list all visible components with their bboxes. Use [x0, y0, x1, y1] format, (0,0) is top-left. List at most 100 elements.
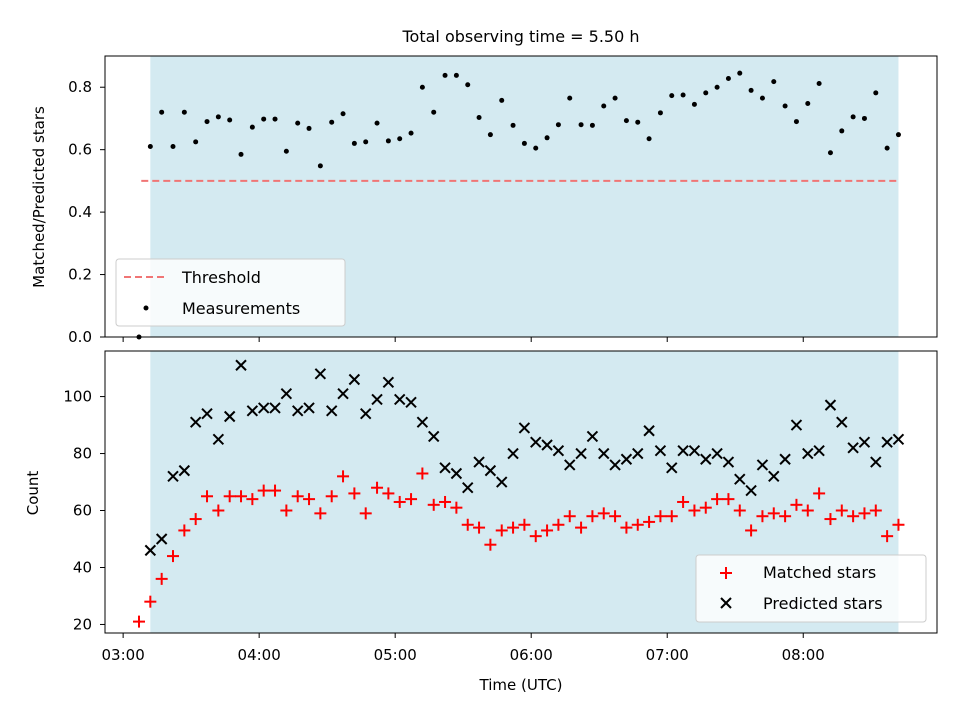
matched-star-point: [654, 510, 667, 523]
measurement-point: [238, 151, 244, 157]
matched-star-point: [393, 495, 406, 508]
matched-star-point: [609, 510, 622, 523]
predicted-star-point: [666, 462, 678, 474]
legend-threshold-label: Threshold: [181, 268, 261, 287]
matched-star-point: [665, 510, 678, 523]
matched-star-point: [382, 487, 395, 500]
matched-star-point: [858, 507, 871, 520]
matched-stars-series: [133, 467, 905, 628]
matched-star-point: [756, 510, 769, 523]
measurement-point: [635, 119, 641, 125]
matched-star-point: [518, 518, 531, 531]
matched-star-point: [314, 507, 327, 520]
predicted-star-point: [530, 436, 542, 448]
matched-star-point: [688, 504, 701, 517]
bottom-y-tick-label: 60: [73, 502, 92, 520]
measurement-point: [782, 103, 788, 109]
measurement-point: [419, 84, 425, 90]
measurement-point: [306, 125, 312, 131]
measurement-point: [555, 122, 561, 128]
matched-star-point: [586, 510, 599, 523]
predicted-star-point: [405, 396, 417, 408]
legend-measurements-label: Measurements: [182, 299, 300, 318]
predicted-star-point: [416, 416, 429, 428]
matched-star-point: [484, 538, 497, 551]
measurement-point: [567, 95, 573, 101]
predicted-star-point: [745, 484, 757, 497]
matched-star-point: [835, 504, 848, 517]
legend-matched-label: Matched stars: [763, 563, 876, 582]
matched-star-point: [813, 487, 826, 500]
predicted-star-point: [371, 393, 383, 406]
matched-star-point: [257, 484, 270, 497]
predicted-star-point: [484, 464, 497, 477]
predicted-star-point: [892, 433, 905, 446]
matched-star-point: [280, 504, 293, 517]
matched-star-point: [529, 530, 542, 543]
matched-star-point: [869, 504, 882, 517]
predicted-star-point: [337, 388, 349, 400]
top-panel: 0.0 0.2 0.4 0.6 0.8 Total observing time = 5…: [30, 27, 938, 346]
top-y-tick-label: 0.0: [68, 328, 92, 346]
predicted-star-point: [212, 433, 225, 446]
predicted-star-point: [700, 453, 712, 465]
measurement-point: [578, 122, 584, 128]
measurement-point: [850, 114, 856, 120]
predicted-star-point: [711, 447, 723, 460]
matched-star-point: [631, 518, 644, 531]
matched-star-point: [892, 518, 905, 531]
measurement-point: [714, 84, 720, 90]
predicted-star-point: [643, 425, 655, 437]
matched-star-point: [348, 487, 361, 500]
top-legend: Threshold Measurements: [115, 258, 346, 327]
measurement-point: [340, 111, 346, 117]
matched-star-point: [824, 513, 837, 526]
measurement-point: [363, 139, 369, 145]
matched-star-point: [427, 498, 440, 511]
measurement-point: [431, 109, 437, 115]
measurement-point: [476, 115, 482, 121]
matched-star-point: [495, 524, 508, 537]
bottom-y-axis: 20 40 60 80 100: [63, 388, 105, 633]
measurement-point: [533, 145, 539, 151]
matched-star-point: [597, 507, 610, 520]
measurement-point: [249, 124, 255, 130]
top-x-axis-ticks: [122, 337, 804, 342]
predicted-star-point: [507, 447, 519, 460]
measurement-point: [295, 120, 301, 126]
measurement-point: [317, 163, 323, 169]
predicted-star-point: [790, 419, 803, 431]
bottom-y-tick-label: 80: [73, 445, 92, 463]
matched-star-point: [416, 467, 429, 480]
matched-star-point: [473, 521, 486, 534]
predicted-star-point: [439, 462, 451, 474]
measurement-point: [385, 138, 391, 144]
measurement-point: [805, 100, 811, 106]
measurement-point: [397, 136, 403, 142]
measurement-point: [204, 119, 210, 125]
matched-star-point: [507, 521, 520, 534]
matched-star-point: [575, 521, 588, 534]
matched-star-point: [881, 530, 894, 543]
bottom-y-axis-label: Count: [24, 471, 42, 516]
matched-star-point: [178, 524, 191, 537]
measurement-point: [329, 119, 335, 125]
predicted-star-point: [688, 444, 701, 457]
bottom-x-tick-label: 04:00: [238, 646, 281, 664]
measurement-point: [793, 119, 799, 125]
top-panel-frame: [104, 55, 938, 338]
matched-star-point: [405, 493, 418, 506]
predicted-star-point: [654, 444, 667, 457]
bottom-y-tick-label: 40: [73, 558, 92, 576]
predicted-star-point: [632, 447, 644, 460]
top-y-tick-label: 0.2: [68, 266, 92, 284]
measurement-point: [680, 92, 686, 98]
matched-star-point: [767, 507, 780, 520]
matched-star-point: [144, 595, 157, 608]
matched-star-point: [269, 484, 282, 497]
predicted-star-point: [586, 430, 599, 443]
matched-star-point: [847, 510, 860, 523]
predicted-star-point: [450, 467, 463, 480]
predicted-star-point: [836, 416, 848, 428]
